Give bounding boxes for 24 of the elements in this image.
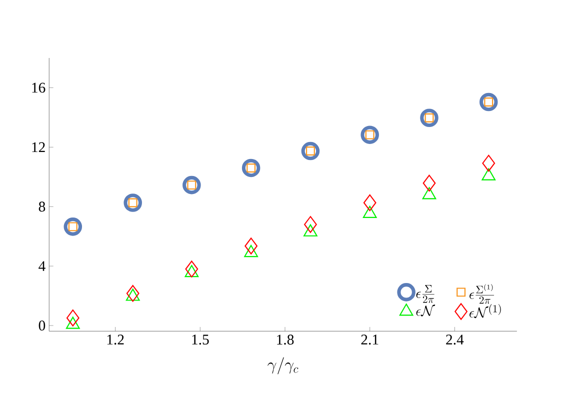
y-tick-label: 4 bbox=[38, 261, 46, 272]
x-tick-label: 2.4 bbox=[446, 334, 464, 345]
point bbox=[422, 174, 436, 192]
point bbox=[126, 285, 140, 302]
x-tick-label: 2.1 bbox=[361, 334, 378, 345]
x-axis-title: $\gamma/\gamma_c$ bbox=[268, 357, 298, 374]
point bbox=[185, 260, 198, 278]
point bbox=[482, 154, 496, 172]
point bbox=[363, 194, 376, 212]
x-tick-label: 1.2 bbox=[107, 334, 124, 345]
legend-label: $\epsilon\mathcal{N}^{(1)}$ bbox=[470, 304, 501, 318]
point bbox=[304, 216, 317, 234]
legend-label: $\epsilon\frac{\Sigma^{(1)}}{2\pi}$ bbox=[470, 284, 494, 304]
x-tick-label: 1.8 bbox=[277, 334, 294, 345]
point bbox=[244, 238, 258, 255]
y-tick-label: 8 bbox=[38, 202, 46, 212]
y-tick-label: 0 bbox=[38, 320, 46, 331]
legend-label: $\epsilon\mathcal{N}$ bbox=[416, 304, 436, 316]
point bbox=[66, 316, 80, 330]
point bbox=[66, 310, 80, 327]
x-tick-label: 1.5 bbox=[192, 334, 209, 345]
y-tick-label: 12 bbox=[32, 142, 45, 152]
legend-label: $\epsilon\frac{\Sigma}{2\pi}$ bbox=[416, 285, 434, 304]
y-tick-label: 16 bbox=[32, 82, 46, 93]
